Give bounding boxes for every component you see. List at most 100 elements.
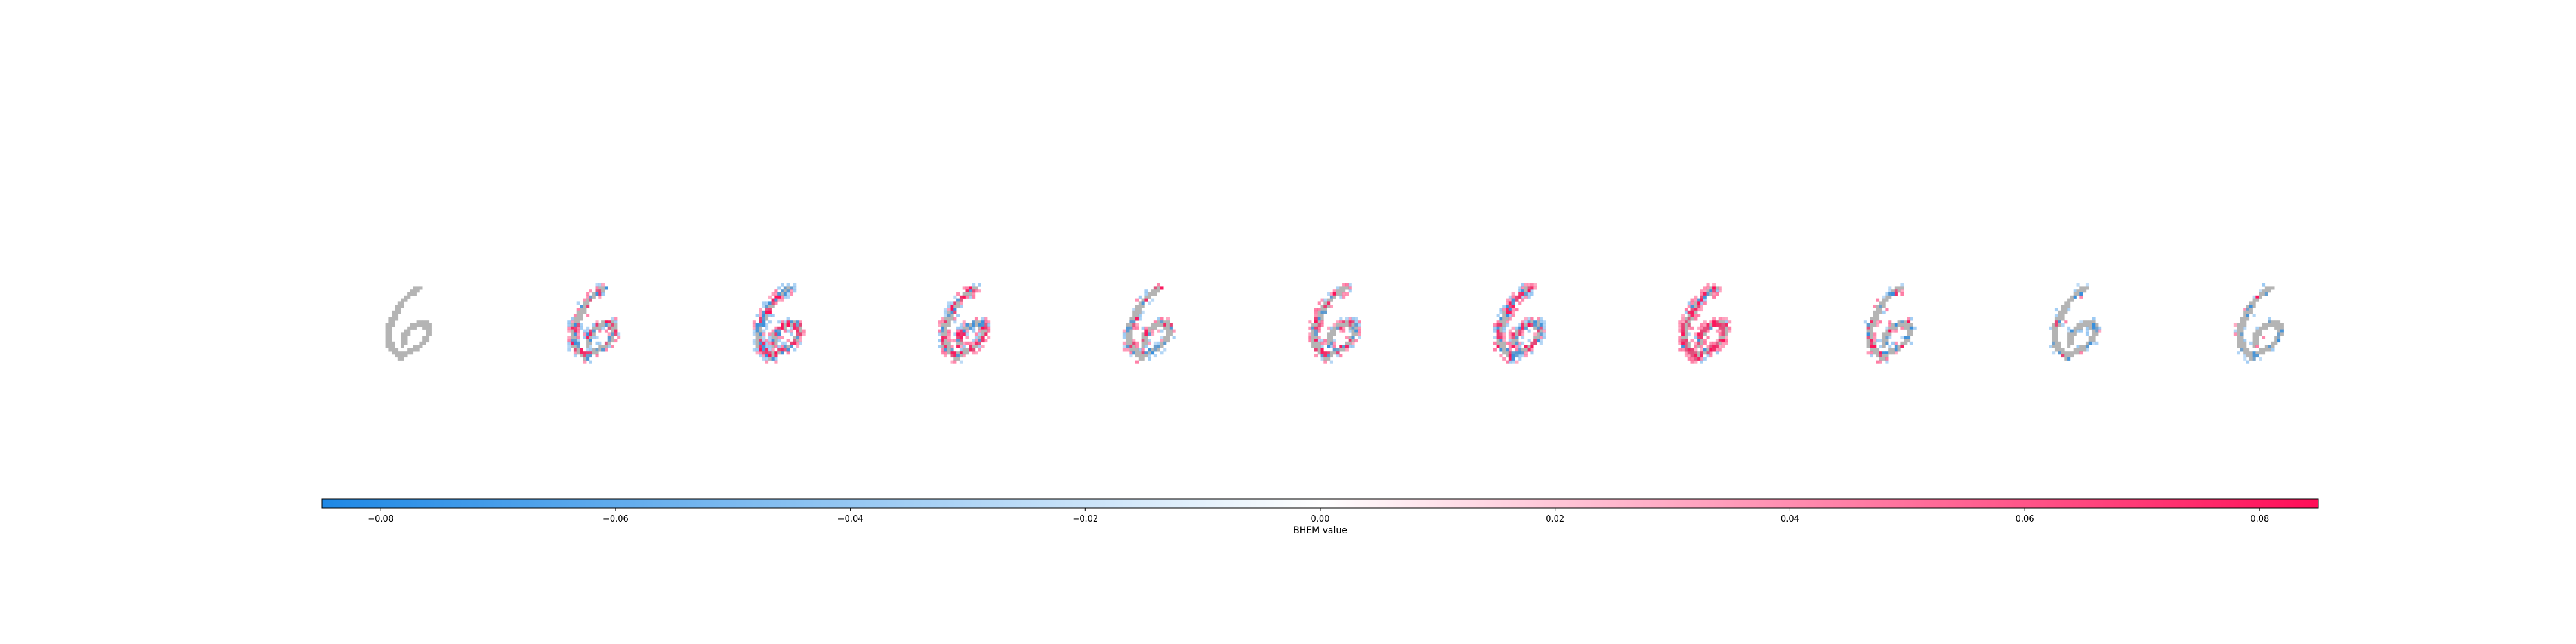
heatmap-pixel <box>1694 298 1698 302</box>
heatmap-pixel <box>2240 336 2244 339</box>
heatmap-pixel <box>1894 286 1898 290</box>
heatmap-pixel <box>1135 298 1139 302</box>
heatmap-pixel <box>2264 345 2268 348</box>
heatmap-pixel <box>2237 336 2240 339</box>
heatmap-pixel <box>752 323 756 327</box>
heatmap-pixel <box>413 289 417 293</box>
heatmap-pixel <box>611 323 614 327</box>
heatmap-pixel <box>1712 317 1716 321</box>
heatmap-pixel <box>397 310 401 314</box>
heatmap-pixel <box>1678 323 1682 327</box>
heatmap-pixel <box>583 329 587 333</box>
heatmap-pixel <box>407 348 411 352</box>
heatmap-pixel <box>941 351 945 355</box>
heatmap-pixel <box>2067 326 2071 330</box>
heatmap-pixel <box>941 326 945 330</box>
heatmap-pixel <box>2083 289 2087 293</box>
heatmap-pixel <box>2255 326 2259 330</box>
heatmap-pixel <box>1153 286 1157 290</box>
heatmap-pixel <box>2070 341 2074 345</box>
heatmap-pixel <box>1885 308 1889 312</box>
heatmap-pixel <box>972 289 976 293</box>
heatmap-pixel <box>1870 323 1873 327</box>
heatmap-pixel <box>601 326 605 330</box>
heatmap-pixel <box>1870 332 1873 336</box>
heatmap-pixel <box>956 339 960 343</box>
heatmap-pixel <box>2092 329 2096 333</box>
heatmap-pixel <box>1508 308 1512 312</box>
heatmap-pixel <box>1496 339 1500 343</box>
heatmap-pixel <box>969 286 972 290</box>
heatmap-pixel <box>595 354 599 358</box>
heatmap-pixel <box>943 326 947 330</box>
heatmap-pixel <box>978 320 981 324</box>
heatmap-pixel <box>1135 360 1139 364</box>
heatmap-pixel <box>978 341 981 345</box>
heatmap-pixel <box>2259 357 2262 361</box>
heatmap-pixel <box>576 317 580 321</box>
heatmap-pixel <box>416 348 420 352</box>
heatmap-pixel <box>1499 317 1503 321</box>
heatmap-pixel <box>1339 295 1343 299</box>
heatmap-pixel <box>401 298 404 302</box>
heatmap-pixel <box>2054 314 2058 317</box>
heatmap-pixel <box>1521 329 1525 333</box>
heatmap-pixel <box>571 332 574 336</box>
heatmap-pixel <box>2274 339 2278 343</box>
heatmap-pixel <box>1348 289 1352 293</box>
heatmap-pixel <box>765 351 769 355</box>
heatmap-pixel <box>1897 320 1901 324</box>
heatmap-pixel <box>1866 332 1870 336</box>
heatmap-pixel <box>799 326 802 330</box>
heatmap-pixel <box>755 326 759 330</box>
heatmap-pixel <box>2079 329 2083 333</box>
heatmap-pixel <box>1348 329 1352 333</box>
heatmap-pixel <box>774 301 778 305</box>
heatmap-pixel <box>2073 292 2077 296</box>
heatmap-pixel <box>1900 320 1904 324</box>
heatmap-pixel <box>1712 286 1716 290</box>
heatmap-pixel <box>2255 329 2259 333</box>
heatmap-pixel <box>959 332 963 336</box>
heatmap-pixel <box>1894 329 1898 333</box>
heatmap-pixel <box>2274 341 2278 345</box>
heatmap-pixel <box>1126 323 1130 327</box>
heatmap-pixel <box>1904 323 1908 327</box>
heatmap-pixel <box>1329 341 1333 345</box>
heatmap-pixel <box>962 348 966 352</box>
heatmap-pixel <box>1138 357 1142 361</box>
heatmap-pixel <box>2243 317 2247 321</box>
heatmap-pixel <box>1904 326 1908 330</box>
heatmap-pixel <box>796 345 800 348</box>
heatmap-pixel <box>1715 345 1719 348</box>
heatmap-pixel <box>777 351 781 355</box>
heatmap-pixel <box>1700 289 1703 293</box>
heatmap-pixel <box>978 348 981 352</box>
heatmap-pixel <box>2237 341 2240 345</box>
heatmap-pixel <box>774 289 778 293</box>
heatmap-pixel <box>1527 339 1531 343</box>
heatmap-pixel <box>1138 308 1142 312</box>
heatmap-pixel <box>1320 323 1324 327</box>
heatmap-pixel <box>1900 336 1904 339</box>
heatmap-pixel <box>1327 336 1331 339</box>
heatmap-pixel <box>1518 286 1522 290</box>
heatmap-pixel <box>410 292 414 296</box>
heatmap-pixel <box>573 354 577 358</box>
heatmap-pixel <box>1515 295 1519 299</box>
heatmap-pixel <box>2255 332 2259 336</box>
heatmap-pixel <box>984 329 988 333</box>
heatmap-pixel <box>781 292 784 296</box>
heatmap-pixel <box>1684 310 1688 314</box>
heatmap-pixel <box>1342 283 1346 287</box>
heatmap-pixel <box>965 292 969 296</box>
heatmap-pixel <box>1496 336 1500 339</box>
heatmap-pixel <box>1873 314 1877 317</box>
heatmap-pixel <box>938 323 942 327</box>
heatmap-pixel <box>981 345 985 348</box>
heatmap-pixel <box>1697 301 1701 305</box>
heatmap-pixel <box>1151 351 1155 355</box>
heatmap-pixel <box>972 320 976 324</box>
heatmap-pixel <box>953 295 957 299</box>
heatmap-pixel <box>1502 326 1506 330</box>
